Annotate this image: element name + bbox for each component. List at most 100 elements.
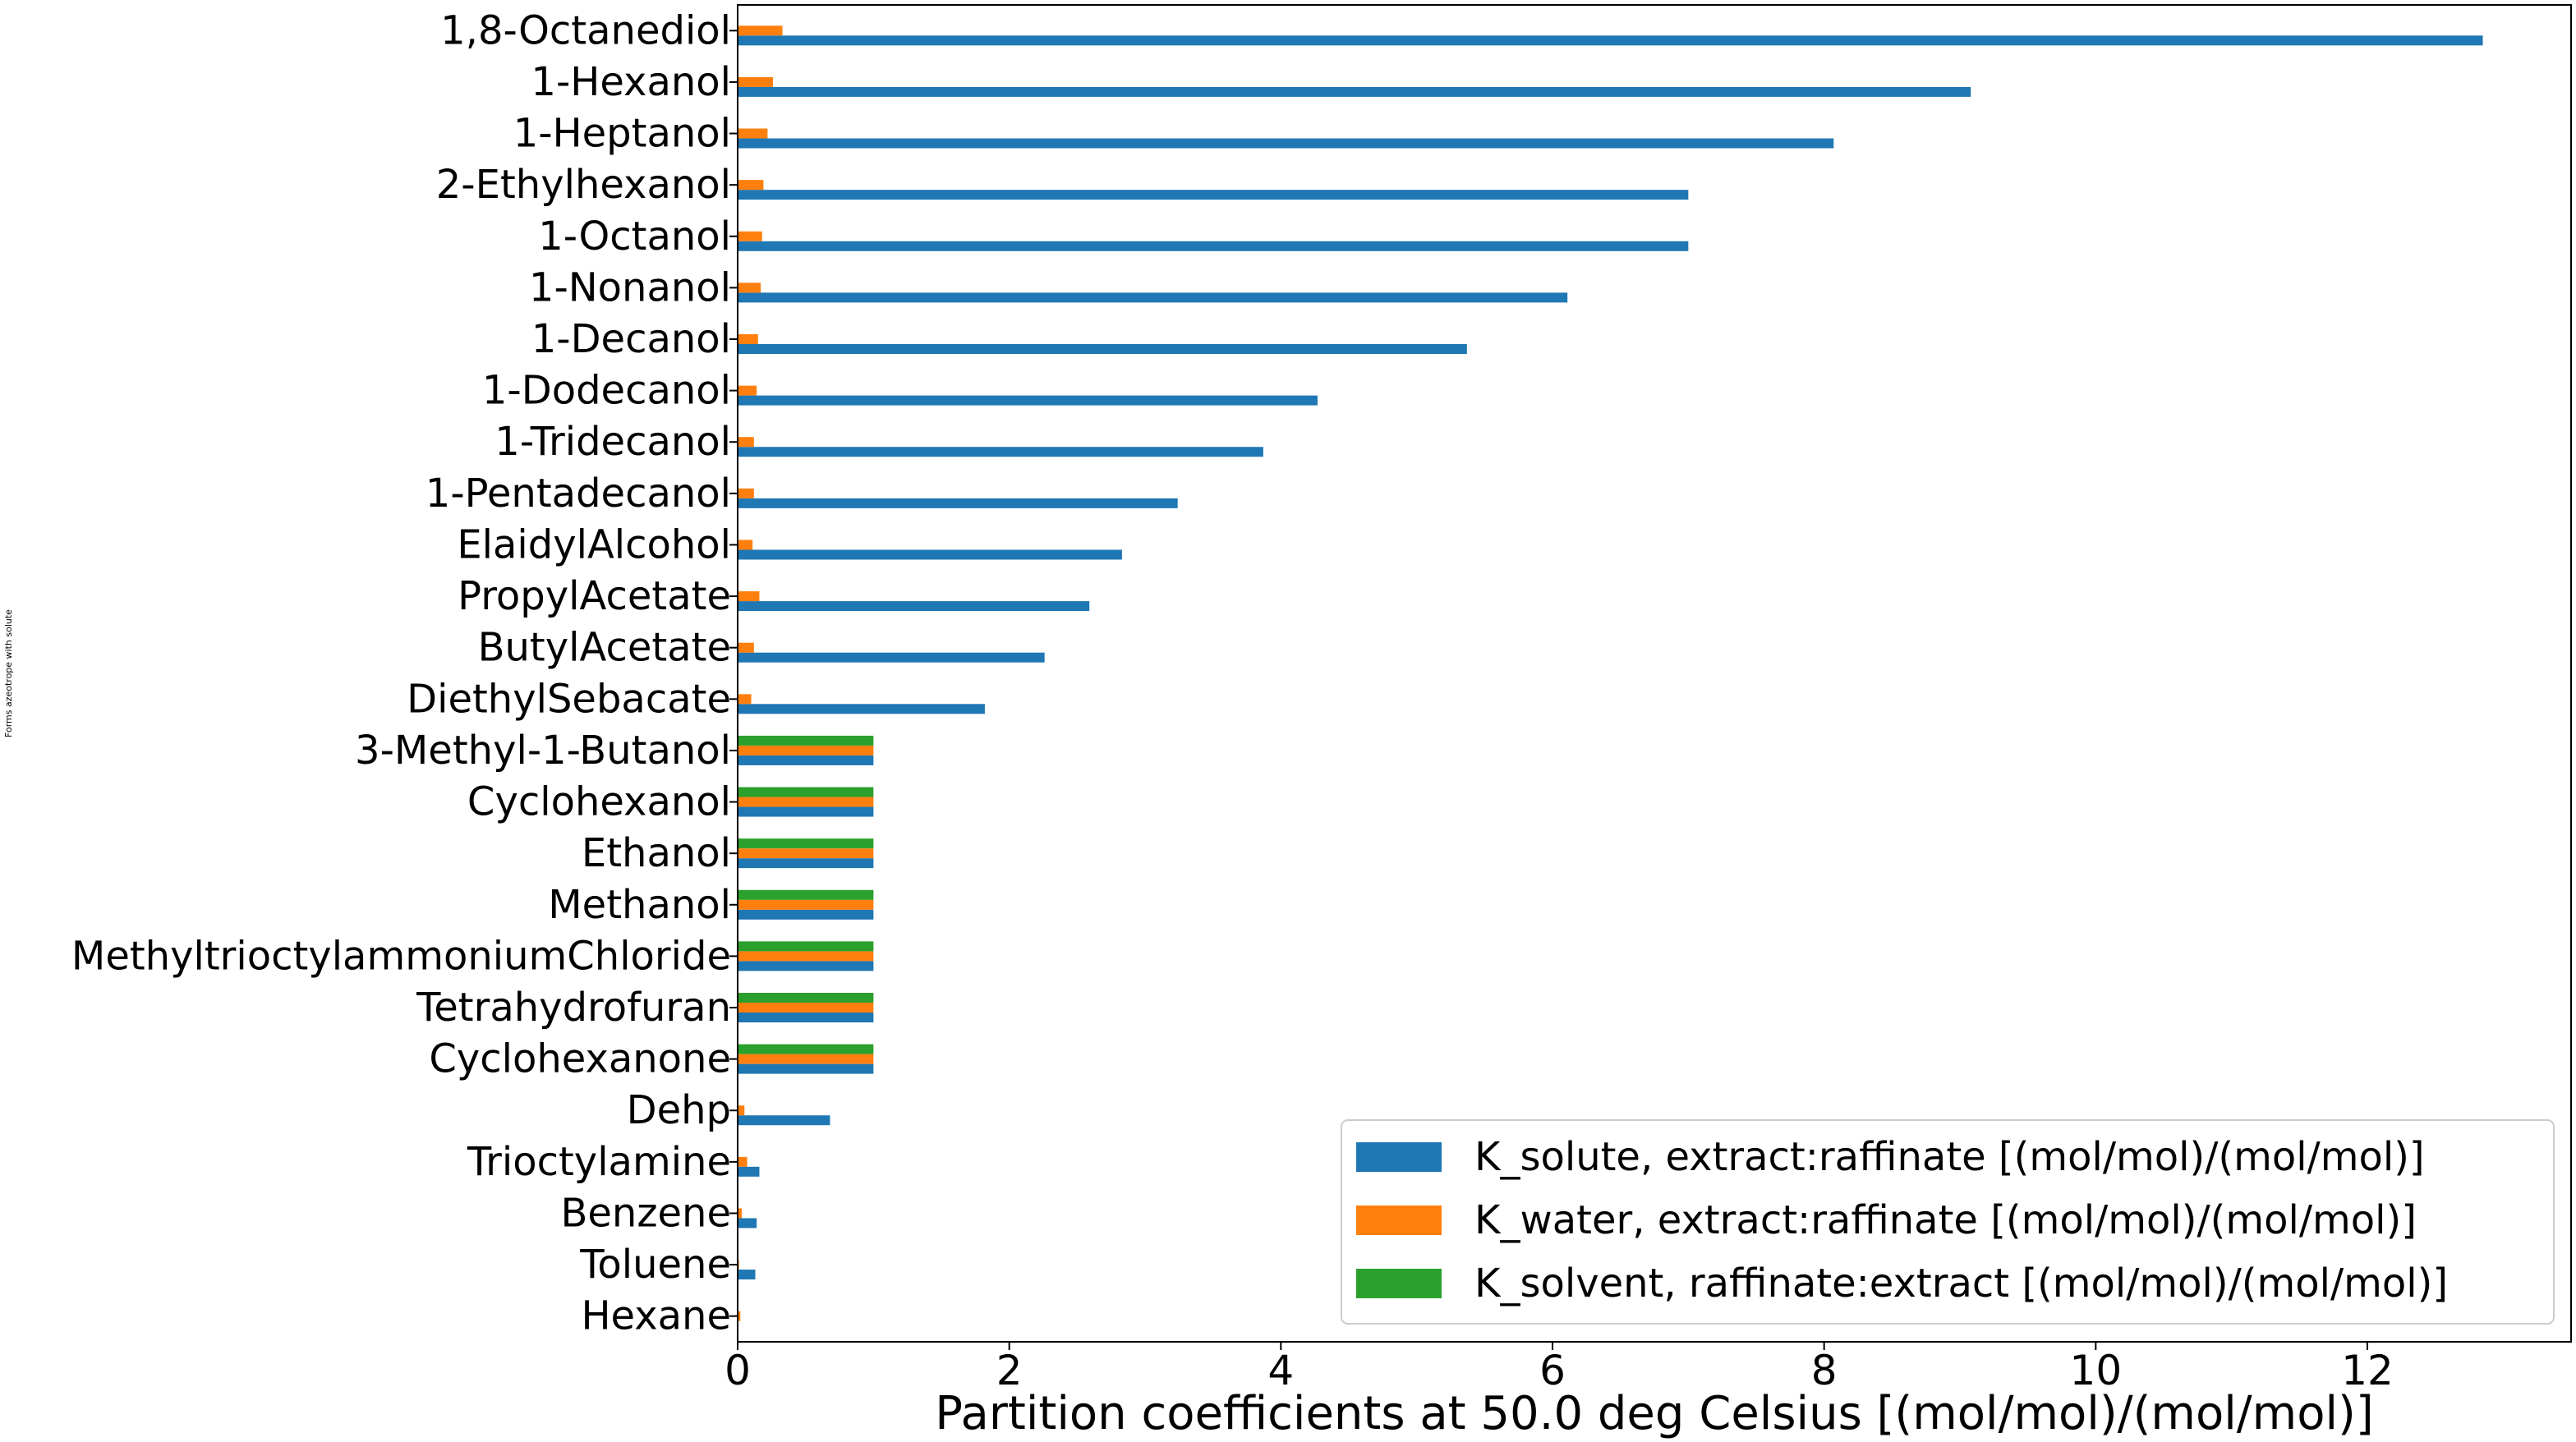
- y-tick-label: 1-Hexanol: [531, 59, 731, 105]
- bar-1-1: [738, 35, 2483, 46]
- bar-3-15: [738, 735, 874, 746]
- y-tick-label: 2-Ethylhexanol: [436, 162, 731, 208]
- bar-3-18: [738, 889, 874, 900]
- bar-1-11: [738, 549, 1122, 560]
- bar-3-16: [738, 787, 874, 797]
- x-axis-label: Partition coefficients at 50.0 deg Celsi…: [935, 1387, 2373, 1440]
- x-tick-label: 10: [2070, 1347, 2123, 1394]
- y-tick-label: Ethanol: [582, 830, 731, 876]
- bar-1-23: [738, 1166, 760, 1177]
- bar-1-24: [738, 1218, 757, 1228]
- bar-2-6: [738, 282, 761, 293]
- bar-1-6: [738, 292, 1568, 303]
- bar-2-11: [738, 540, 753, 550]
- bar-1-8: [738, 395, 1318, 406]
- y-tick-label: Toluene: [579, 1242, 731, 1288]
- bar-2-9: [738, 437, 754, 448]
- bar-2-19: [738, 951, 874, 962]
- legend-swatch-3: [1356, 1269, 1442, 1298]
- y-tick-labels: 1,8-Octanediol 1-Hexanol 1-Heptanol 2-Ethyl…: [71, 7, 738, 1339]
- bar-1-17: [738, 858, 874, 869]
- bar-2-21: [738, 1054, 874, 1064]
- bar-3-20: [738, 993, 874, 1003]
- bar-2-24: [738, 1208, 742, 1219]
- bar-2-3: [738, 128, 768, 139]
- y-tick-label: 1-Dodecanol: [482, 368, 731, 414]
- bar-3-21: [738, 1044, 874, 1054]
- bar-3-17: [738, 838, 874, 849]
- bar-1-5: [738, 241, 1689, 251]
- bar-1-2: [738, 86, 1971, 97]
- bar-1-4: [738, 190, 1689, 200]
- bar-2-2: [738, 76, 773, 87]
- bar-2-5: [738, 231, 762, 241]
- y-tick-label: Cyclohexanone: [429, 1036, 731, 1082]
- bar-2-22: [738, 1105, 745, 1116]
- y-tick-label: Benzene: [560, 1190, 731, 1236]
- legend-box: [1341, 1119, 2555, 1325]
- bar-2-4: [738, 180, 764, 191]
- bar-2-17: [738, 848, 874, 859]
- bar-1-18: [738, 909, 874, 920]
- bar-2-12: [738, 591, 760, 602]
- bar-2-20: [738, 1003, 874, 1013]
- bar-2-23: [738, 1156, 748, 1167]
- bar-1-22: [738, 1115, 830, 1126]
- bars-group: [738, 25, 2483, 1331]
- legend-label-1: K_solute, extract:raffinate [(mol/mol)/(…: [1474, 1134, 2425, 1180]
- x-tick-label: 2: [996, 1347, 1023, 1394]
- bar-2-16: [738, 797, 874, 807]
- bar-1-14: [738, 704, 985, 714]
- bar-1-21: [738, 1063, 874, 1074]
- bar-1-25: [738, 1270, 756, 1280]
- y-tick-label: 1-Octanol: [538, 214, 731, 259]
- plot-frame: [737, 4, 2572, 1343]
- x-tick-label: 8: [1811, 1347, 1838, 1394]
- y-tick-label: Trioctylamine: [467, 1139, 731, 1185]
- bar-1-13: [738, 652, 1045, 663]
- y-tick-label: 3-Methyl-1-Butanol: [355, 728, 731, 774]
- y-tick-label: ButylAcetate: [478, 625, 731, 671]
- x-tick-label: 0: [724, 1347, 751, 1394]
- bar-1-7: [738, 344, 1467, 354]
- bar-2-26: [738, 1311, 741, 1321]
- y-tick-label: ElaidylAlcohol: [457, 521, 731, 567]
- y-tick-label: MethyltrioctylammoniumChloride: [71, 933, 731, 979]
- x-ticks: 0 2 4 6 8 10 12: [724, 1342, 2394, 1394]
- y-tick-label: Dehp: [627, 1087, 731, 1133]
- bar-2-18: [738, 899, 874, 910]
- bar-2-8: [738, 385, 757, 396]
- legend-label-2: K_water, extract:raffinate [(mol/mol)/(m…: [1474, 1197, 2417, 1243]
- bar-2-1: [738, 25, 783, 36]
- y-tick-label: Methanol: [548, 882, 731, 928]
- bar-1-3: [738, 138, 1834, 149]
- x-tick-label: 12: [2341, 1347, 2394, 1394]
- legend-label-3: K_solvent, raffinate:extract [(mol/mol)/…: [1474, 1261, 2448, 1307]
- bar-1-9: [738, 447, 1263, 457]
- bar-2-15: [738, 745, 874, 755]
- x-tick-label: 4: [1267, 1347, 1294, 1394]
- bar-2-13: [738, 642, 754, 653]
- bar-2-7: [738, 334, 758, 344]
- bar-1-12: [738, 601, 1090, 612]
- legend: K_solute, extract:raffinate [(mol/mol)/(…: [1341, 1119, 2555, 1325]
- bar-1-19: [738, 961, 874, 971]
- bar-1-16: [738, 806, 874, 817]
- legend-items: K_solute, extract:raffinate [(mol/mol)/(…: [1356, 1134, 2448, 1307]
- y-axis-label: Forms azeotrope with solute: [3, 609, 14, 737]
- y-tick-label: 1-Decanol: [531, 316, 731, 362]
- x-tick-label: 6: [1539, 1347, 1566, 1394]
- y-tick-label: 1-Pentadecanol: [426, 471, 731, 517]
- y-tick-label: Tetrahydrofuran: [416, 985, 731, 1031]
- bar-2-10: [738, 488, 754, 498]
- bar-1-20: [738, 1013, 874, 1022]
- legend-swatch-2: [1356, 1205, 1442, 1235]
- bar-2-14: [738, 694, 752, 705]
- y-tick-label: Hexane: [581, 1293, 731, 1339]
- legend-swatch-1: [1356, 1142, 1442, 1172]
- y-tick-label: DiethylSebacate: [407, 676, 731, 722]
- bar-1-10: [738, 498, 1178, 508]
- bar-3-19: [738, 941, 874, 952]
- y-tick-label: 1,8-Octanediol: [440, 7, 731, 53]
